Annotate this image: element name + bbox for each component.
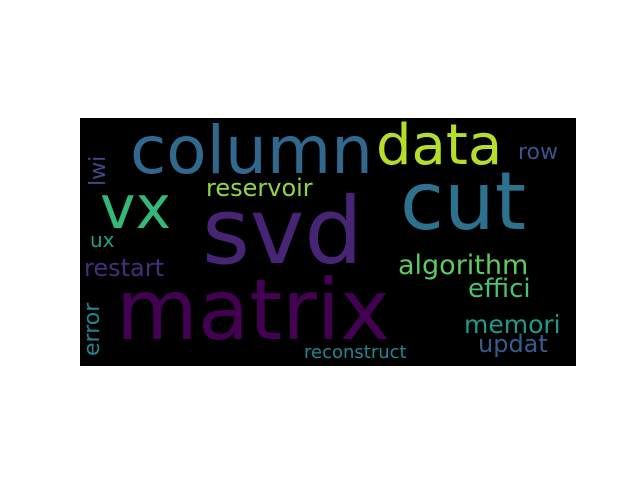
word-reservoir: reservoir (206, 174, 313, 202)
word-reconstruct: reconstruct (304, 342, 407, 363)
word-updat: updat (478, 330, 548, 358)
word-cloud: matrix svd cut column data vx reservoir … (80, 118, 576, 366)
word-row: row (518, 140, 559, 165)
word-effici: effici (468, 274, 531, 304)
word-memori: memori (464, 310, 561, 339)
word-error: error (80, 302, 105, 356)
word-data: data (376, 118, 503, 178)
word-column: column (130, 118, 373, 189)
word-vx: vx (100, 173, 172, 243)
word-matrix: matrix (116, 261, 390, 359)
word-cut: cut (400, 155, 527, 248)
word-restart: restart (84, 254, 165, 282)
word-svd: svd (202, 178, 363, 285)
word-lwi: lwi (86, 155, 111, 186)
word-algorithm: algorithm (398, 250, 529, 281)
word-ux: ux (90, 228, 115, 252)
